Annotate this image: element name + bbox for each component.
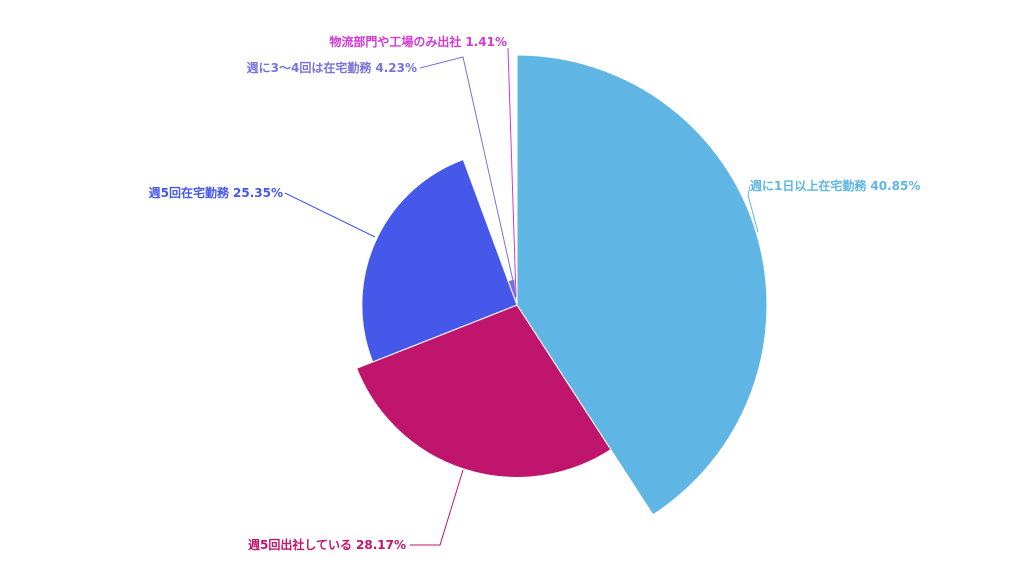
label-line xyxy=(507,47,517,298)
rose-slice xyxy=(507,278,518,306)
rose-slice xyxy=(516,54,768,516)
slice-value: 28.17% xyxy=(356,538,406,552)
label-line xyxy=(419,56,515,286)
slice-value: 25.35% xyxy=(233,186,283,200)
slice-label: 週5回出社している 28.17% xyxy=(248,537,406,552)
label-line xyxy=(284,192,376,238)
slice-name: 週に3〜4回は在宅勤務 xyxy=(247,60,373,75)
rose-slice xyxy=(356,304,612,478)
slice-name: 週に1日以上在宅勤務 xyxy=(750,178,867,193)
slice-label: 物流部門や工場のみ出社 1.41% xyxy=(329,34,507,49)
slice-value: 4.23% xyxy=(375,61,417,75)
slice-name: 週5回在宅勤務 xyxy=(149,185,230,200)
slice-value: 40.85% xyxy=(870,179,920,193)
slice-label: 週5回在宅勤務 25.35% xyxy=(149,185,283,200)
label-line xyxy=(410,469,464,546)
label-line xyxy=(747,185,759,233)
rose-slice xyxy=(361,158,518,363)
slice-name: 物流部門や工場のみ出社 xyxy=(329,34,461,49)
slice-value: 1.41% xyxy=(465,35,507,49)
slice-name: 週5回出社している xyxy=(248,537,352,552)
slice-label: 週に3〜4回は在宅勤務 4.23% xyxy=(247,60,417,75)
slice-label: 週に1日以上在宅勤務 40.85% xyxy=(750,178,920,193)
